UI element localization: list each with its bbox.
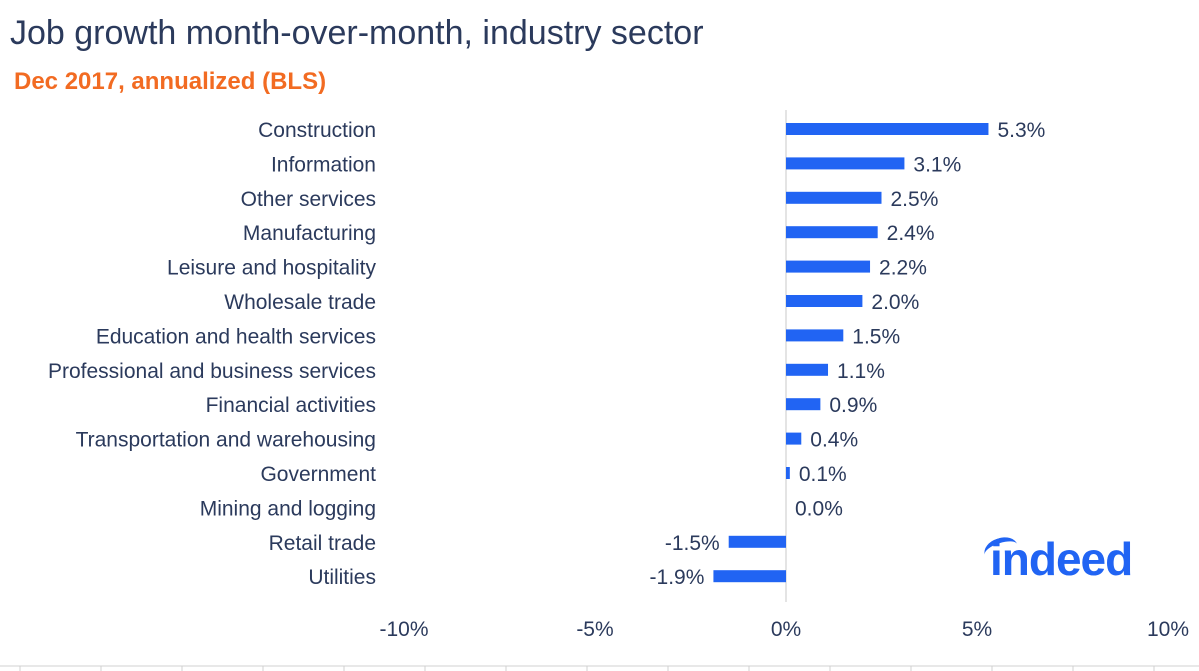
bar <box>728 535 786 548</box>
x-tick-label: -10% <box>379 618 428 641</box>
bar <box>786 260 871 273</box>
bar <box>786 329 844 342</box>
category-label: Utilities <box>308 566 376 589</box>
x-tick-label: 10% <box>1147 618 1189 641</box>
value-label: 2.5% <box>891 188 939 211</box>
value-label: 1.1% <box>837 360 885 383</box>
logo-text: indeed <box>990 533 1133 585</box>
bar <box>786 191 882 204</box>
value-label: 0.4% <box>810 429 858 452</box>
category-label: Manufacturing <box>243 222 376 245</box>
bar <box>786 157 905 170</box>
category-label: Mining and logging <box>200 497 376 520</box>
value-label: 1.5% <box>852 325 900 348</box>
category-label: Retail trade <box>269 532 376 555</box>
category-label: Information <box>271 153 376 176</box>
category-label: Government <box>260 463 376 486</box>
value-label: 2.0% <box>871 291 919 314</box>
x-tick-label: 0% <box>771 618 801 641</box>
bar <box>786 295 863 307</box>
value-label: 0.1% <box>799 463 847 486</box>
value-label: -1.5% <box>665 532 720 555</box>
category-label: Education and health services <box>96 325 376 348</box>
bar <box>786 226 878 239</box>
category-label: Construction <box>258 119 376 142</box>
indeed-logo: indeed <box>981 532 1133 586</box>
category-label: Transportation and warehousing <box>76 429 376 452</box>
value-label: 2.2% <box>879 257 927 280</box>
category-label: Professional and business services <box>48 360 376 383</box>
value-label: 0.0% <box>795 497 843 520</box>
chart-title: Job growth month-over-month, industry se… <box>10 14 704 52</box>
category-label: Leisure and hospitality <box>167 257 376 280</box>
category-label: Other services <box>241 188 376 211</box>
category-label: Financial activities <box>206 394 376 417</box>
bar <box>786 123 989 135</box>
value-label: 2.4% <box>887 222 935 245</box>
bar <box>786 432 802 445</box>
value-label: 5.3% <box>997 119 1045 142</box>
bar <box>786 467 790 479</box>
chart-subtitle: Dec 2017, annualized (BLS) <box>14 68 327 95</box>
value-label: 3.1% <box>913 153 961 176</box>
value-label: -1.9% <box>650 566 705 589</box>
category-label: Wholesale trade <box>224 291 376 314</box>
bar <box>786 363 829 376</box>
bar <box>786 398 821 411</box>
bar <box>713 570 786 583</box>
x-tick-label: 5% <box>962 618 992 641</box>
x-tick-label: -5% <box>576 618 613 641</box>
value-label: 0.9% <box>829 394 877 417</box>
